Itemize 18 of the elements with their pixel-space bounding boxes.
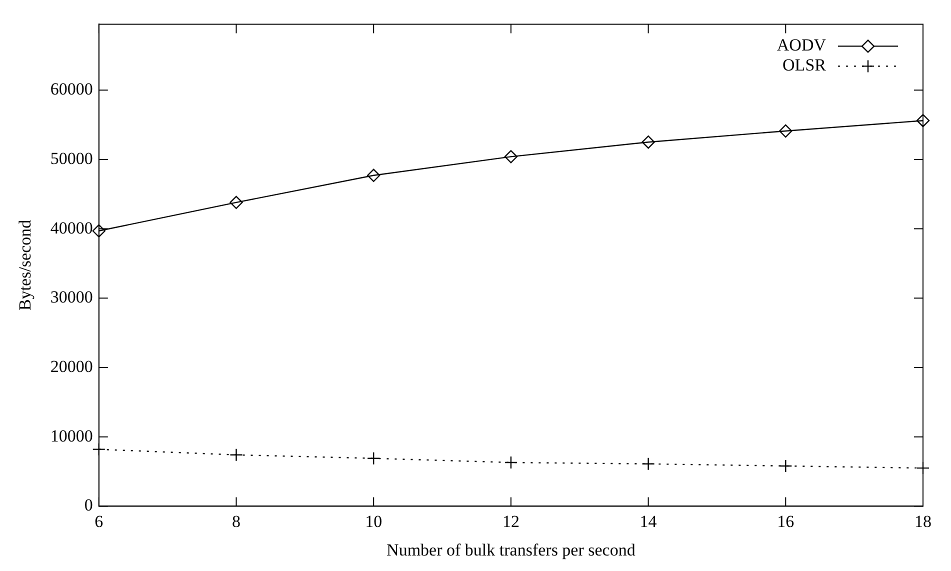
x-tick-label: 8 [232,512,240,531]
y-tick-label: 60000 [50,80,93,99]
x-tick-label: 14 [640,512,658,531]
x-tick-label: 16 [777,512,794,531]
y-tick-label: 10000 [50,426,93,446]
x-tick-label: 10 [365,512,382,531]
x-axis-title: Number of bulk transfers per second [386,540,636,560]
x-tick-label: 6 [94,512,104,531]
y-axis-title: Bytes/second [16,219,35,311]
legend-label: AODV [776,36,827,55]
y-tick-label: 20000 [50,356,93,376]
y-tick-label: 40000 [50,218,93,238]
legend-label: OLSR [782,56,827,75]
y-tick-label: 0 [84,496,93,515]
y-tick-label: 50000 [50,148,93,168]
y-tick-label: 30000 [50,288,93,307]
x-tick-label: 12 [502,512,520,531]
x-tick-label: 18 [914,512,932,531]
